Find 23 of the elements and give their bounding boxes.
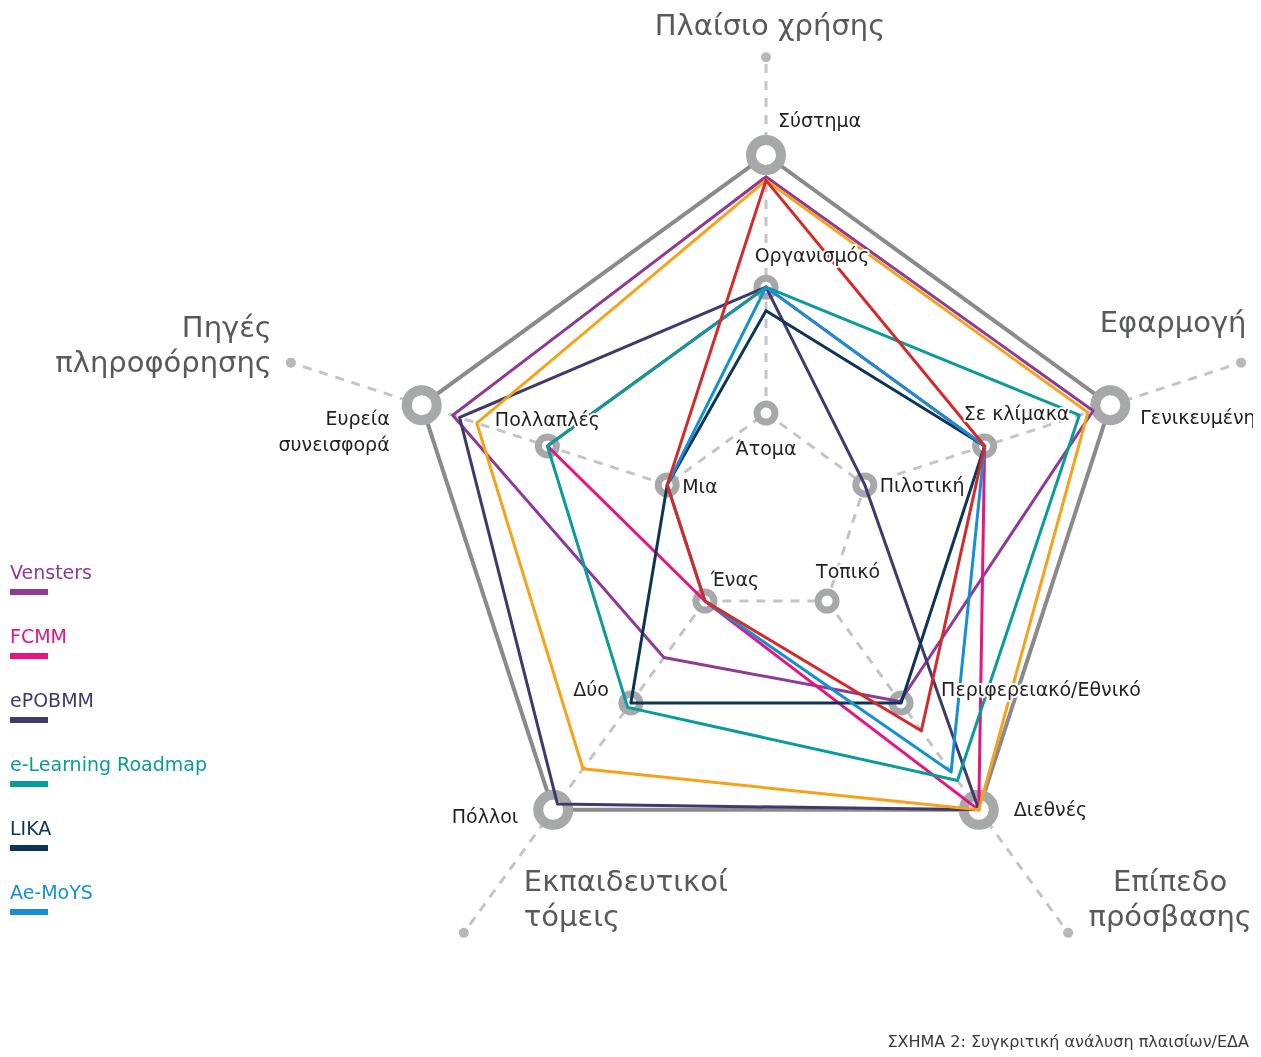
text: ePOBMM (10, 689, 95, 711)
spoke-label: Επίπεδο πρόσβασης (1088, 863, 1252, 933)
text: Vensters (10, 561, 93, 583)
spoke-label: Πηγές πληροφόρησης (55, 309, 272, 379)
text: Δύο (573, 677, 609, 700)
text: FCMM (10, 625, 68, 647)
text: Σύστημα (778, 108, 862, 131)
text: Μια (682, 474, 718, 497)
text: Τοπικό (816, 559, 881, 582)
text: Διεθνές (1013, 797, 1088, 820)
spoke-label: Εκπαιδευτικοί τόμεις (523, 863, 728, 933)
text: Άτομα (735, 436, 797, 459)
text: Ένας (710, 567, 760, 590)
spoke-label: Εφαρμογή (1099, 304, 1247, 339)
text: Σε κλίμακα (963, 401, 1070, 424)
text: e-Learning Roadmap (10, 753, 207, 775)
text: LIKA (10, 817, 53, 839)
text: Πόλλοι (451, 804, 519, 827)
text: Ae-MoYS (10, 881, 94, 903)
text: Ευρεία συνεισφορά (278, 406, 390, 455)
text: ΣΧΗΜΑ 2: Συγκριτική ανάλυση πλαισίων/ΕΔΑ (887, 1032, 1250, 1051)
text: Πιλοτική (879, 473, 965, 496)
spoke-label: Πλαίσιο χρήσης (654, 8, 886, 43)
